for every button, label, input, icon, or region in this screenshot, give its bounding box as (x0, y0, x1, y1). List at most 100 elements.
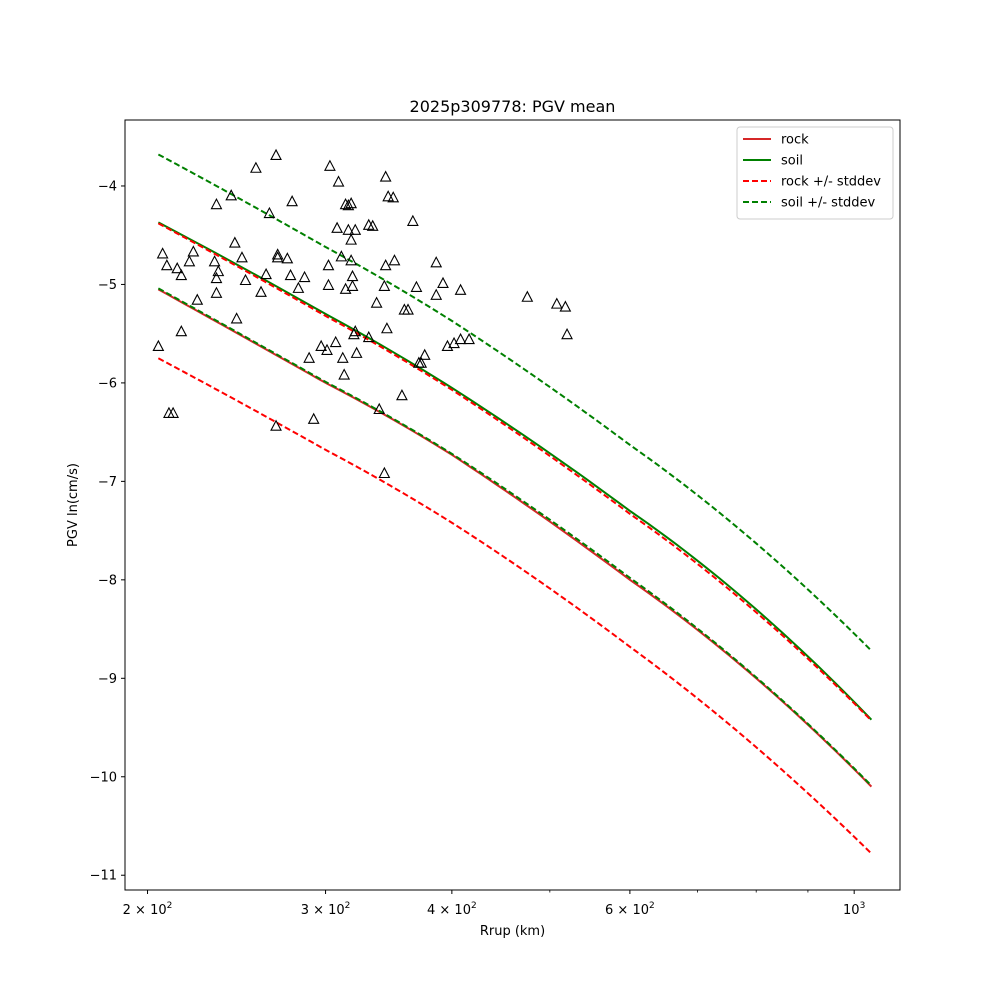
observation-marker (271, 251, 284, 263)
observation-marker (550, 297, 563, 309)
observation-marker (210, 271, 223, 284)
observation-marker (379, 170, 392, 182)
observation-marker (559, 300, 572, 312)
legend-box (736, 126, 894, 220)
observation-marker (210, 197, 223, 210)
observation-marker (210, 286, 223, 298)
observation-marker (342, 198, 355, 211)
observation-marker (346, 279, 359, 291)
observation-marker (437, 276, 449, 289)
x-tick-label: 103 (843, 901, 865, 918)
observation-marker (349, 325, 362, 337)
x-tick-label: 4 × 102 (427, 901, 477, 918)
series-line-soil-stddev-5 (157, 287, 873, 787)
observation-markers (152, 148, 573, 479)
observation-marker (322, 259, 335, 271)
observation-marker (255, 285, 267, 297)
observation-marker (281, 252, 294, 264)
observation-marker (324, 159, 336, 171)
observation-marker (307, 412, 320, 424)
observation-marker (521, 290, 534, 302)
observation-marker (454, 332, 467, 345)
observation-marker (236, 251, 248, 263)
observation-marker (175, 268, 188, 281)
observation-marker (342, 223, 355, 235)
observation-marker (175, 325, 188, 337)
observation-marker (191, 293, 204, 305)
observation-marker (338, 368, 351, 380)
observation-marker (270, 148, 282, 160)
observation-marker (152, 339, 165, 352)
observation-marker (454, 283, 467, 295)
x-tick-label: 3 × 102 (301, 901, 351, 918)
observation-marker (270, 419, 282, 431)
observation-marker (345, 197, 358, 209)
observation-marker (463, 332, 475, 345)
plot-area-frame (124, 119, 901, 891)
observation-marker (362, 330, 375, 343)
observation-marker (156, 247, 169, 259)
y-tick-label: −7 (98, 475, 117, 490)
legend: rock soil rock +/- stddev soil +/- stddev (736, 126, 894, 220)
observation-marker (335, 250, 348, 262)
observation-marker (315, 339, 328, 352)
observation-marker (381, 322, 393, 334)
observation-marker (349, 223, 362, 235)
observation-marker (430, 256, 443, 268)
observation-marker (402, 303, 414, 315)
series-line-soil-stddev-4 (157, 153, 873, 652)
y-tick-label: −4 (98, 179, 117, 194)
observation-marker (303, 351, 316, 363)
observation-marker (284, 268, 297, 281)
observation-marker (406, 214, 419, 226)
observation-marker (171, 262, 184, 274)
chart-title: 2025p309778: PGV mean (410, 97, 616, 116)
observation-marker (160, 259, 173, 271)
legend-label: soil (781, 154, 803, 169)
observation-marker (387, 191, 400, 203)
observation-marker (366, 219, 379, 231)
observation-marker (239, 273, 252, 286)
observation-marker (271, 248, 284, 260)
observation-marker (415, 356, 428, 368)
y-tick-label: −9 (98, 672, 117, 687)
x-tick-label: 2 × 102 (123, 901, 173, 918)
observation-marker (373, 402, 386, 415)
legend-label: rock (781, 133, 809, 148)
series-line-soil-1 (157, 221, 873, 721)
y-tick-label: −5 (98, 278, 117, 293)
observation-marker (418, 348, 431, 360)
observation-marker (332, 175, 345, 187)
observation-marker (208, 255, 221, 267)
observation-marker (331, 221, 344, 233)
observation-marker (410, 280, 423, 292)
series-line-rock-stddev-2 (157, 222, 873, 722)
y-tick-label: −8 (98, 573, 117, 588)
observation-marker (346, 269, 359, 282)
observation-marker (187, 245, 200, 257)
observation-marker (292, 281, 305, 293)
observation-marker (230, 312, 243, 324)
observation-marker (396, 389, 408, 401)
observation-marker (298, 270, 311, 283)
observation-marker (370, 296, 383, 308)
observation-marker (336, 351, 349, 363)
observation-marker (286, 195, 299, 207)
observation-marker (249, 161, 262, 173)
observation-marker (167, 406, 180, 418)
x-axis-label: Rrup (km) (480, 924, 545, 939)
observation-marker (379, 259, 392, 271)
observation-marker (228, 236, 241, 248)
observation-marker (263, 206, 276, 219)
observation-marker (561, 327, 573, 340)
y-axis: −11 −10 −9 −8 −7 −6 −5 −4 (90, 179, 125, 884)
observation-marker (212, 264, 225, 277)
observation-marker (378, 279, 391, 291)
legend-label: rock +/- stddev (781, 175, 881, 190)
observation-marker (225, 189, 238, 201)
observation-marker (350, 346, 363, 358)
observation-marker (321, 343, 333, 355)
observation-marker (329, 335, 342, 348)
y-tick-label: −6 (98, 376, 117, 391)
